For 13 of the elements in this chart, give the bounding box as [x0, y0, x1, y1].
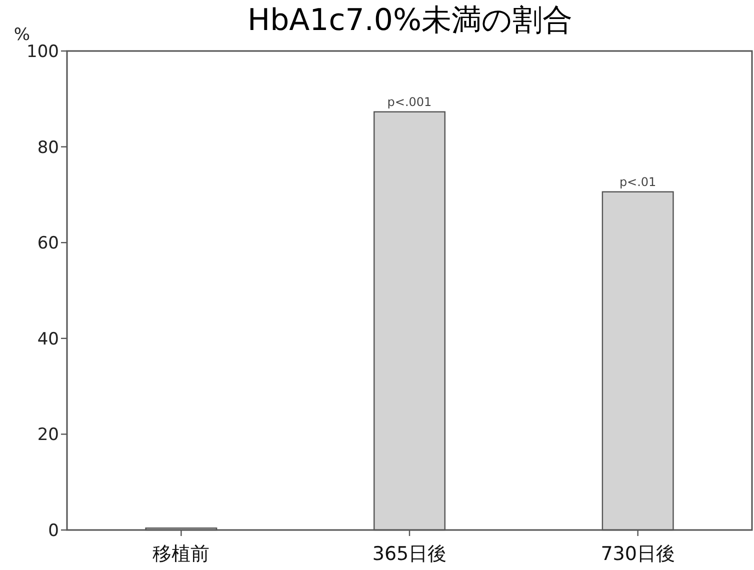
annotation: p<.001 — [387, 94, 432, 109]
y-tick-label: 40 — [37, 329, 59, 350]
y-tick-label: 0 — [48, 521, 59, 541]
y-tick-label: 60 — [37, 234, 59, 254]
y-tick-label: 80 — [37, 138, 59, 158]
y-tick-label: 20 — [37, 425, 59, 446]
y-axis-title: % — [14, 25, 30, 45]
x-tick-label: 移植前 — [152, 543, 210, 565]
chart-title: HbA1c7.0%未満の割合 — [248, 3, 572, 38]
y-tick-label: 100 — [26, 42, 59, 62]
x-tick-label: 730日後 — [600, 543, 675, 565]
x-tick-label: 365日後 — [372, 543, 447, 565]
annotation: p<.01 — [619, 174, 656, 189]
